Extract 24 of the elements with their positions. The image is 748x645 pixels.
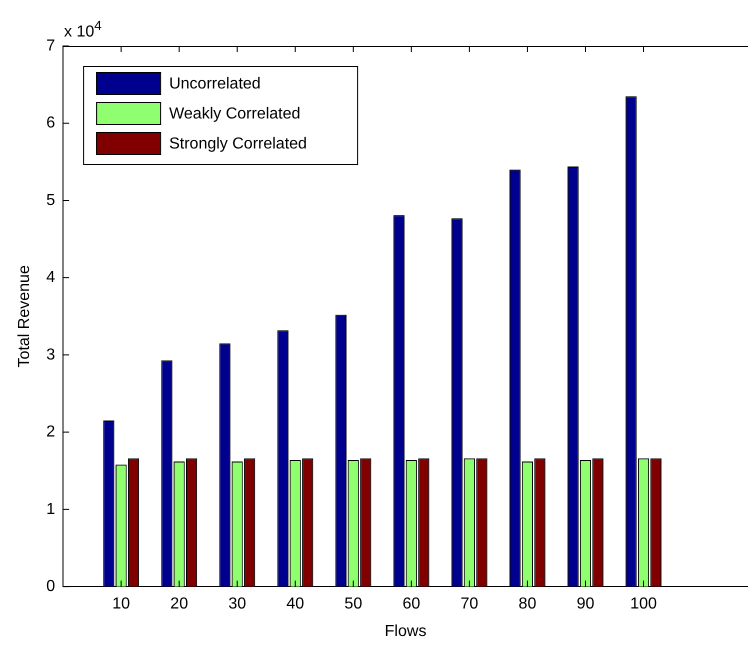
x-tick-label: 50: [344, 596, 362, 613]
y-tick-label: 1: [46, 500, 56, 518]
x-tick-label: 40: [286, 596, 304, 613]
x-tick-label: 100: [630, 596, 657, 613]
y-tick-label: 0: [46, 578, 56, 596]
x-tick-label: 70: [460, 596, 478, 613]
x-tick-label: 60: [402, 596, 420, 613]
x-tick-label: 30: [228, 596, 246, 613]
text: x 10$^{4}$: [64, 18, 102, 42]
x-tick-label: 20: [170, 596, 188, 613]
y-tick-label: 5: [46, 192, 56, 209]
legend-label: Strongly Correlated: [169, 135, 307, 152]
y-tick-label: 4: [46, 269, 56, 286]
legend-label: Weakly Correlated: [169, 105, 300, 122]
legend-label: Uncorrelated: [169, 75, 261, 92]
y-tick-label: 2: [46, 424, 56, 441]
y-tick-label: 7: [46, 37, 56, 54]
x-tick-label: 80: [518, 596, 536, 613]
x-axis-title: Flows: [384, 622, 426, 640]
y-tick-label: 3: [46, 346, 56, 364]
y-tick-label: 6: [46, 114, 56, 132]
x-tick-label: 10: [112, 596, 130, 613]
x-tick-label: 90: [576, 596, 594, 613]
y-axis-title: Total Revenue: [16, 265, 34, 368]
